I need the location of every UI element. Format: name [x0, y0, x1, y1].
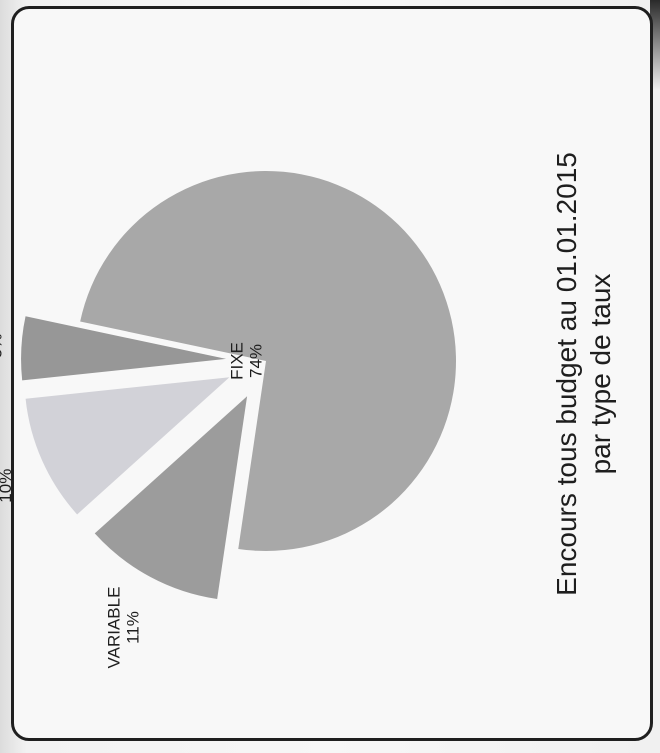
slice-percent-struct-compl: 5%: [0, 334, 5, 359]
slice-percent-variable: 11%: [124, 611, 143, 644]
pie-slice-struct-simple: [25, 377, 230, 515]
slice-label-struct-simple: STRUCTSIMPLE10%: [0, 451, 15, 520]
pie-slice-struct-compl: [21, 316, 227, 381]
slice-name-variable: VARIABLE: [105, 587, 124, 669]
pie-slice-variable: [94, 396, 248, 600]
chart-title: Encours tous budget au 01.01.2015 par ty…: [551, 152, 616, 596]
slice-percent-struct-simple: 10%: [0, 469, 15, 503]
pie-slice-fixe: [80, 171, 456, 551]
chart-title-line-2: par type de taux: [585, 274, 616, 475]
slice-label-struct-compl: STRUCTCOMPL5%: [0, 311, 5, 380]
slice-percent-fixe: 74%: [247, 344, 266, 378]
slice-name-fixe: FIXE: [228, 342, 247, 380]
chart-title-line-1: Encours tous budget au 01.01.2015: [551, 152, 582, 596]
slice-label-variable: VARIABLE11%: [105, 587, 143, 669]
scan-edge-shadow: [650, 0, 660, 90]
slice-label-fixe: FIXE74%: [228, 342, 266, 380]
